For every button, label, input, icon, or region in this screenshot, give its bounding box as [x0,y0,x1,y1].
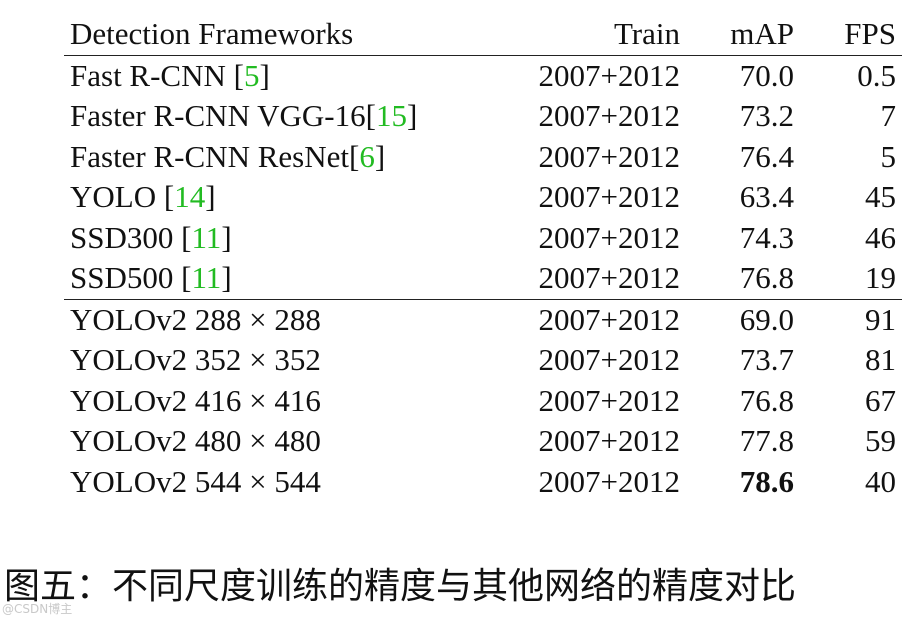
table-row: Faster R-CNN ResNet[6] 2007+2012 76.4 5 [64,137,902,178]
best-map-cell: 78.6 [739,463,794,499]
train-cell: 2007+2012 [538,382,680,418]
train-cell: 2007+2012 [538,219,680,255]
ref-bracket-close: ] [406,98,418,133]
citation-link[interactable]: 6 [359,138,375,174]
framework-cell: YOLOv2 416 × 416 [70,382,321,418]
train-cell: 2007+2012 [538,260,680,295]
framework-name: Fast R-CNN [70,57,234,93]
table-row: YOLOv2 416 × 416 2007+2012 76.8 67 [64,381,902,422]
fps-cell: 91 [865,301,896,337]
fps-cell: 40 [865,463,896,499]
table-row: YOLOv2 480 × 480 2007+2012 77.8 59 [64,421,902,462]
map-cell: 76.4 [739,138,794,174]
ref-bracket-open: [ [348,138,360,174]
comparison-table-container: Detection Frameworks Train mAP FPS Fast … [64,14,902,502]
framework-name: SSD500 [70,260,182,295]
fps-cell: 5 [880,138,897,174]
map-cell: 74.3 [739,219,794,255]
table-row: YOLO [14] 2007+2012 63.4 45 [64,177,902,218]
header-train: Train [613,16,680,51]
figure-caption: 图五：不同尺度训练的精度与其他网络的精度对比 [4,566,797,607]
ref-bracket-close: ] [221,219,232,255]
train-cell: 2007+2012 [538,342,680,377]
ref-bracket-open: [ [365,98,376,133]
ref-bracket-open: [ [163,179,175,214]
framework-cell: SSD500 [11] [64,258,480,299]
framework-name: SSD300 [70,219,182,255]
train-cell: 2007+2012 [538,98,680,133]
header-map: mAP [730,16,794,51]
fps-cell: 0.5 [857,57,896,93]
citation-link[interactable]: 15 [375,98,407,133]
framework-name: YOLO [70,179,164,214]
train-cell: 2007+2012 [538,138,680,174]
fps-cell: 19 [865,260,896,295]
ref-bracket-close: ] [259,57,270,93]
table-row: SSD300 [11] 2007+2012 74.3 46 [64,218,902,259]
map-cell: 69.0 [739,301,794,337]
framework-cell: YOLOv2 352 × 352 [70,342,321,377]
train-cell: 2007+2012 [538,301,680,337]
map-cell: 70.0 [739,57,794,93]
citation-link[interactable]: 11 [191,260,222,295]
ref-bracket-open: [ [181,219,192,255]
table-header-row: Detection Frameworks Train mAP FPS [64,14,902,55]
fps-cell: 7 [880,98,897,133]
table-row: SSD500 [11] 2007+2012 76.8 19 [64,258,902,299]
framework-cell: YOLO [14] [64,177,480,218]
fps-cell: 46 [865,219,896,255]
ref-bracket-open: [ [233,57,244,93]
ref-bracket-open: [ [181,260,192,295]
map-cell: 76.8 [739,382,794,418]
watermark-text: @CSDN博主 [2,602,73,616]
citation-link[interactable]: 11 [191,219,222,255]
framework-cell: Faster R-CNN ResNet[6] [64,137,480,178]
fps-cell: 67 [865,382,896,418]
framework-cell: Fast R-CNN [5] [64,55,480,96]
fps-cell: 45 [865,179,896,214]
framework-cell: YOLOv2 480 × 480 [70,423,321,458]
map-cell: 76.8 [739,260,794,295]
table-row: Fast R-CNN [5] 2007+2012 70.0 0.5 [64,55,902,96]
table-row: YOLOv2 352 × 352 2007+2012 73.7 81 [64,340,902,381]
ref-bracket-close: ] [205,179,216,214]
map-cell: 73.2 [739,98,794,133]
header-framework: Detection Frameworks [70,16,354,51]
train-cell: 2007+2012 [538,423,680,458]
map-cell: 77.8 [739,423,794,458]
citation-link[interactable]: 14 [174,179,206,214]
ref-bracket-close: ] [374,138,386,174]
header-fps: FPS [844,16,896,51]
ref-bracket-close: ] [221,260,232,295]
framework-cell: YOLOv2 288 × 288 [70,301,321,337]
framework-cell: SSD300 [11] [64,218,480,259]
detection-comparison-table: Detection Frameworks Train mAP FPS Fast … [64,14,902,502]
fps-cell: 59 [865,423,896,458]
framework-cell: Faster R-CNN VGG-16[15] [64,96,480,137]
framework-name: Faster R-CNN ResNet [70,138,349,174]
framework-cell: YOLOv2 544 × 544 [70,463,321,499]
train-cell: 2007+2012 [538,57,680,93]
table-row: YOLOv2 288 × 288 2007+2012 69.0 91 [64,299,902,340]
table-row: Faster R-CNN VGG-16[15] 2007+2012 73.2 7 [64,96,902,137]
citation-link[interactable]: 5 [243,57,260,93]
train-cell: 2007+2012 [538,463,680,499]
table-row: YOLOv2 544 × 544 2007+2012 78.6 40 [64,462,902,503]
fps-cell: 81 [865,342,896,377]
framework-name: Faster R-CNN VGG-16 [70,98,366,133]
map-cell: 63.4 [739,179,794,214]
train-cell: 2007+2012 [538,179,680,214]
map-cell: 73.7 [739,342,794,377]
